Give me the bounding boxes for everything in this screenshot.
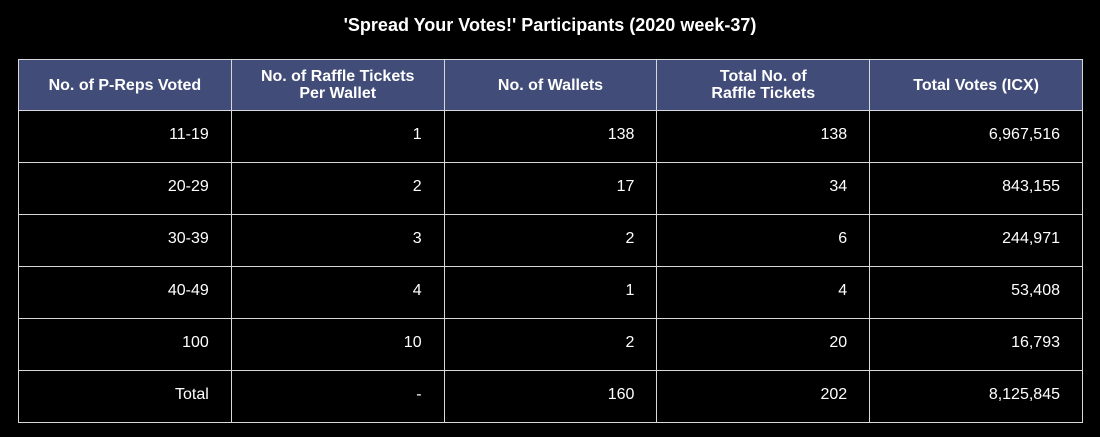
table-cell: 160 xyxy=(443,370,658,423)
table-cell: 100 xyxy=(18,318,232,371)
table-cell: 16,793 xyxy=(869,318,1083,371)
column-header-wallets: No. of Wallets xyxy=(443,59,658,111)
column-header-p-reps-voted: No. of P-Reps Voted xyxy=(18,59,232,111)
table-cell: - xyxy=(230,370,445,423)
table-cell: 53,408 xyxy=(869,266,1083,319)
data-table: No. of P-Reps Voted No. of Raffle Ticket… xyxy=(18,59,1083,423)
table-cell: 2 xyxy=(230,162,445,215)
table-cell: 20 xyxy=(656,318,871,371)
table-row: 30-39 3 2 6 244,971 xyxy=(18,214,1083,267)
table-cell: 843,155 xyxy=(869,162,1083,215)
table-row: 100 10 2 20 16,793 xyxy=(18,318,1083,371)
table-cell: 138 xyxy=(443,110,658,163)
column-header-raffle-tickets-per-wallet: No. of Raffle Tickets Per Wallet xyxy=(230,59,445,111)
header-row: No. of P-Reps Voted No. of Raffle Ticket… xyxy=(18,59,1083,111)
table-cell: 2 xyxy=(443,318,658,371)
table-cell: 2 xyxy=(443,214,658,267)
table-cell: 17 xyxy=(443,162,658,215)
table-cell: 244,971 xyxy=(869,214,1083,267)
column-header-total-raffle-tickets: Total No. of Raffle Tickets xyxy=(656,59,871,111)
table-cell: 4 xyxy=(230,266,445,319)
table-cell: 40-49 xyxy=(18,266,232,319)
table-cell: 3 xyxy=(230,214,445,267)
table-row: 11-19 1 138 138 6,967,516 xyxy=(18,110,1083,163)
chart-title: 'Spread Your Votes!' Participants (2020 … xyxy=(343,15,757,35)
table-cell: 1 xyxy=(443,266,658,319)
table-cell: 11-19 xyxy=(18,110,232,163)
table-cell: 1 xyxy=(230,110,445,163)
column-header-total-votes: Total Votes (ICX) xyxy=(869,59,1083,111)
table-cell: Total xyxy=(18,370,232,423)
table-cell: 138 xyxy=(656,110,871,163)
table-cell: 10 xyxy=(230,318,445,371)
table-row: 40-49 4 1 4 53,408 xyxy=(18,266,1083,319)
table-cell: 6 xyxy=(656,214,871,267)
table-cell: 30-39 xyxy=(18,214,232,267)
table-row: 20-29 2 17 34 843,155 xyxy=(18,162,1083,215)
table-cell: 202 xyxy=(656,370,871,423)
table-cell: 4 xyxy=(656,266,871,319)
table-cell: 20-29 xyxy=(18,162,232,215)
table-row-total: Total - 160 202 8,125,845 xyxy=(18,370,1083,423)
table-cell: 34 xyxy=(656,162,871,215)
table-cell: 8,125,845 xyxy=(869,370,1083,423)
table-cell: 6,967,516 xyxy=(869,110,1083,163)
